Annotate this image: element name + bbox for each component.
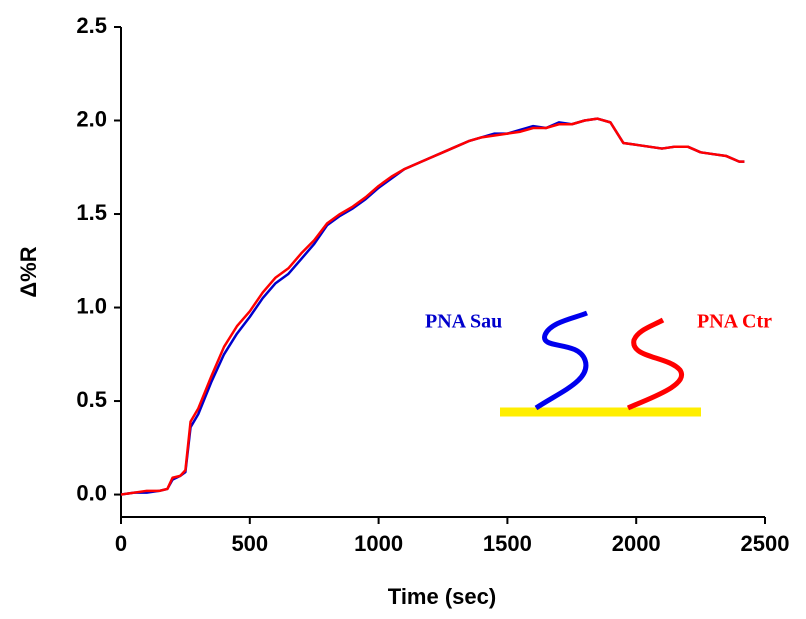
- x-tick-label: 1000: [354, 531, 403, 556]
- x-tick-label: 1500: [483, 531, 532, 556]
- inset-illustration: PNA Sau PNA Ctr: [425, 310, 772, 417]
- y-tick-label: 0.5: [76, 387, 107, 412]
- y-tick-label: 2.0: [76, 106, 107, 131]
- y-tick-label: 1.0: [76, 293, 107, 318]
- x-tick-label: 500: [231, 531, 268, 556]
- data-line: [120, 117, 745, 496]
- probe-sau: [534, 310, 589, 411]
- legend-label: PNA Sau: [425, 311, 502, 333]
- y-tick-label: 0.0: [76, 480, 107, 505]
- legend-label: PNA Ctr: [697, 311, 772, 333]
- x-axis-label: Time (sec): [388, 584, 496, 609]
- data-line: [120, 117, 745, 496]
- probe-ctr: [626, 317, 685, 411]
- y-tick-label: 1.5: [76, 200, 107, 225]
- x-tick-label: 0: [115, 531, 127, 556]
- y-tick-label: 2.5: [76, 13, 107, 38]
- y-axis-label: Δ%R: [16, 246, 41, 297]
- x-tick-label: 2000: [612, 531, 661, 556]
- x-tick-label: 2500: [741, 531, 790, 556]
